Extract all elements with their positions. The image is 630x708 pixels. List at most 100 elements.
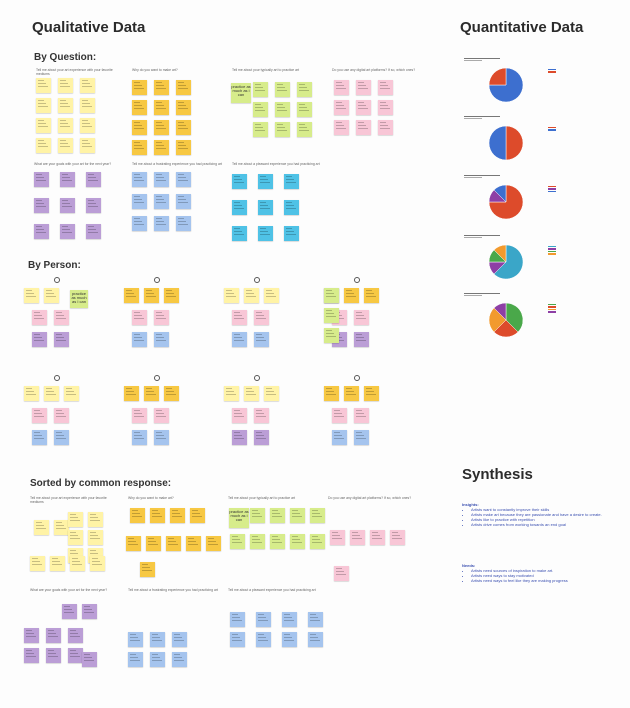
sticky-note[interactable] [24,386,39,401]
sticky-note[interactable] [330,530,345,545]
sticky-note[interactable] [58,78,73,93]
sticky-note[interactable] [64,386,79,401]
sticky-note[interactable] [132,332,147,347]
sticky-note[interactable]: practice as much as i can [231,83,251,103]
sticky-note[interactable] [154,172,169,187]
sticky-note[interactable] [244,386,259,401]
sticky-note[interactable] [90,556,105,571]
sticky-note[interactable] [44,288,59,303]
sticky-note[interactable] [176,172,191,187]
sticky-note[interactable] [270,534,285,549]
sticky-note[interactable] [176,120,191,135]
sticky-note[interactable] [364,386,379,401]
sticky-note[interactable] [308,632,323,647]
sticky-note[interactable] [80,78,95,93]
sticky-note[interactable] [324,308,339,323]
sticky-note[interactable] [144,288,159,303]
sticky-note[interactable] [154,120,169,135]
sticky-note[interactable] [36,118,51,133]
sticky-note[interactable] [275,82,290,97]
sticky-note[interactable] [256,612,271,627]
sticky-note[interactable] [80,118,95,133]
sticky-note[interactable] [224,386,239,401]
sticky-note[interactable] [46,628,61,643]
sticky-note[interactable] [364,288,379,303]
sticky-note[interactable] [324,386,339,401]
sticky-note[interactable] [282,632,297,647]
sticky-note[interactable] [324,328,339,343]
sticky-note[interactable] [124,288,139,303]
sticky-note[interactable] [60,198,75,213]
sticky-note[interactable] [230,612,245,627]
sticky-note[interactable] [310,508,325,523]
sticky-note[interactable] [54,332,69,347]
sticky-note[interactable] [60,172,75,187]
sticky-note[interactable] [132,310,147,325]
sticky-note[interactable] [258,200,273,215]
sticky-note[interactable] [132,172,147,187]
sticky-note[interactable] [354,430,369,445]
sticky-note[interactable] [334,100,349,115]
sticky-note[interactable] [36,78,51,93]
sticky-note[interactable] [70,556,85,571]
sticky-note[interactable] [332,408,347,423]
sticky-note[interactable] [354,332,369,347]
sticky-note[interactable] [224,288,239,303]
sticky-note[interactable] [80,138,95,153]
sticky-note[interactable] [58,98,73,113]
sticky-note[interactable] [232,430,247,445]
sticky-note[interactable] [172,652,187,667]
sticky-note[interactable] [232,408,247,423]
sticky-note[interactable] [253,122,268,137]
sticky-note[interactable] [24,288,39,303]
sticky-note[interactable] [24,648,39,663]
sticky-note[interactable] [356,80,371,95]
sticky-note[interactable] [88,512,103,527]
sticky-note[interactable] [58,118,73,133]
sticky-note[interactable] [350,530,365,545]
sticky-note[interactable] [164,288,179,303]
sticky-note[interactable] [258,226,273,241]
sticky-note[interactable] [128,652,143,667]
sticky-note[interactable] [334,80,349,95]
sticky-note[interactable] [154,80,169,95]
sticky-note[interactable] [132,430,147,445]
sticky-note[interactable] [82,604,97,619]
sticky-note[interactable] [332,430,347,445]
sticky-note[interactable] [132,100,147,115]
sticky-note[interactable] [308,612,323,627]
sticky-note[interactable] [150,652,165,667]
sticky-note[interactable] [334,120,349,135]
sticky-note[interactable] [284,200,299,215]
sticky-note[interactable] [132,120,147,135]
sticky-note[interactable] [54,520,69,535]
sticky-note[interactable] [264,386,279,401]
sticky-note[interactable] [230,632,245,647]
sticky-note[interactable] [390,530,405,545]
sticky-note[interactable] [264,288,279,303]
sticky-note[interactable] [132,408,147,423]
sticky-note[interactable] [68,512,83,527]
sticky-note[interactable] [30,556,45,571]
sticky-note[interactable] [62,604,77,619]
sticky-note[interactable] [354,310,369,325]
sticky-note[interactable] [370,530,385,545]
sticky-note[interactable] [150,508,165,523]
sticky-note[interactable] [275,122,290,137]
sticky-note[interactable] [378,80,393,95]
sticky-note[interactable] [50,556,65,571]
sticky-note[interactable] [68,530,83,545]
sticky-note[interactable] [126,536,141,551]
sticky-note[interactable] [130,508,145,523]
sticky-note[interactable] [132,80,147,95]
sticky-note[interactable] [254,332,269,347]
sticky-note[interactable] [32,430,47,445]
sticky-note[interactable] [36,138,51,153]
sticky-note[interactable] [206,536,221,551]
sticky-note[interactable] [68,648,83,663]
sticky-note[interactable]: practice as much as i can [229,508,249,528]
sticky-note[interactable] [254,408,269,423]
sticky-note[interactable] [176,100,191,115]
sticky-note[interactable] [256,632,271,647]
sticky-note[interactable] [244,288,259,303]
